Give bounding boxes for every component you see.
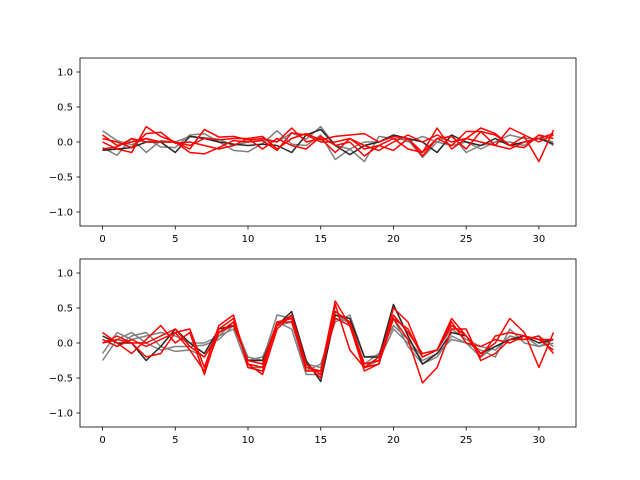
x-tick-label: 10 bbox=[242, 234, 255, 245]
y-tick-label: −1.0 bbox=[49, 208, 73, 219]
y-tick-label: 0.5 bbox=[57, 103, 73, 114]
series-line-8 bbox=[102, 310, 554, 376]
x-tick-label: 30 bbox=[533, 234, 546, 245]
x-tick-label: 15 bbox=[314, 234, 327, 245]
series-line-2 bbox=[102, 125, 554, 157]
top-subplot: 0 5 10 15 20 25 30 −1.0 −0.5 0.0 0.5 1.0 bbox=[49, 57, 577, 245]
y-tick-label: −0.5 bbox=[49, 374, 73, 385]
y-tick-label: 1.0 bbox=[57, 269, 73, 280]
plot-area bbox=[102, 125, 555, 163]
x-tick-label: 15 bbox=[314, 435, 327, 446]
bottom-subplot: 0 5 10 15 20 25 30 −1.0 −0.5 0.0 0.5 1.0 bbox=[49, 258, 577, 446]
x-tick-label: 5 bbox=[172, 234, 178, 245]
y-tick-label: −1.0 bbox=[49, 409, 73, 420]
x-tick-label: 0 bbox=[99, 234, 105, 245]
plot-area bbox=[101, 300, 555, 384]
x-tick-label: 20 bbox=[387, 435, 400, 446]
y-tick-label: −0.5 bbox=[49, 173, 73, 184]
x-tick-label: 25 bbox=[460, 435, 473, 446]
x-tick-label: 5 bbox=[172, 435, 178, 446]
x-tick-label: 10 bbox=[242, 435, 255, 446]
y-tick-label: 0.5 bbox=[57, 304, 73, 315]
x-tick-label: 0 bbox=[99, 435, 105, 446]
series-line-1 bbox=[102, 130, 554, 163]
series-line-7 bbox=[102, 130, 554, 155]
y-tick-label: 1.0 bbox=[57, 68, 73, 79]
x-tick-label: 20 bbox=[387, 234, 400, 245]
x-tick-label: 25 bbox=[460, 234, 473, 245]
y-tick-label: 0.0 bbox=[57, 138, 73, 149]
x-tick-label: 30 bbox=[533, 435, 546, 446]
y-tick-label: 0.0 bbox=[57, 339, 73, 350]
